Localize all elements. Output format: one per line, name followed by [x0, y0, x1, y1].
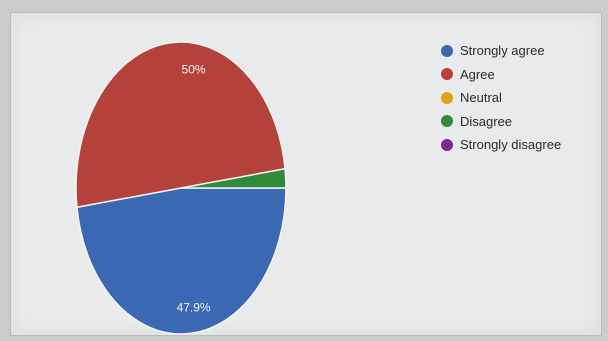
pie-slice-agree	[75, 41, 286, 209]
legend-label: Agree	[460, 66, 495, 82]
pie-slice-strongly-agree	[76, 187, 287, 335]
pie-slice-disagree	[180, 167, 287, 189]
legend-item[interactable]: Strongly disagree	[441, 133, 561, 157]
chart-panel: 47.9% 50% Strongly agree Agree Neutral Disag…	[10, 12, 602, 336]
slice-label-agree: 50%	[182, 62, 206, 76]
legend-item[interactable]: Disagree	[441, 110, 561, 134]
legend-label: Disagree	[460, 113, 513, 129]
legend-item[interactable]: Strongly agree	[441, 39, 561, 63]
pie-chart: 47.9% 50%	[75, 41, 287, 335]
slice-label-strongly-agree: 47.9%	[177, 300, 211, 314]
legend: Strongly agree Agree Neutral Disagree Strong…	[441, 39, 561, 157]
legend-swatch	[441, 115, 453, 128]
legend-swatch	[441, 91, 453, 104]
legend-swatch	[441, 44, 453, 57]
legend-item[interactable]: Neutral	[441, 86, 561, 110]
legend-label: Strongly disagree	[460, 137, 562, 153]
legend-swatch	[441, 68, 453, 81]
legend-label: Neutral	[460, 90, 502, 106]
legend-swatch	[441, 138, 453, 151]
legend-item[interactable]: Agree	[441, 63, 561, 87]
legend-label: Strongly agree	[460, 43, 545, 59]
